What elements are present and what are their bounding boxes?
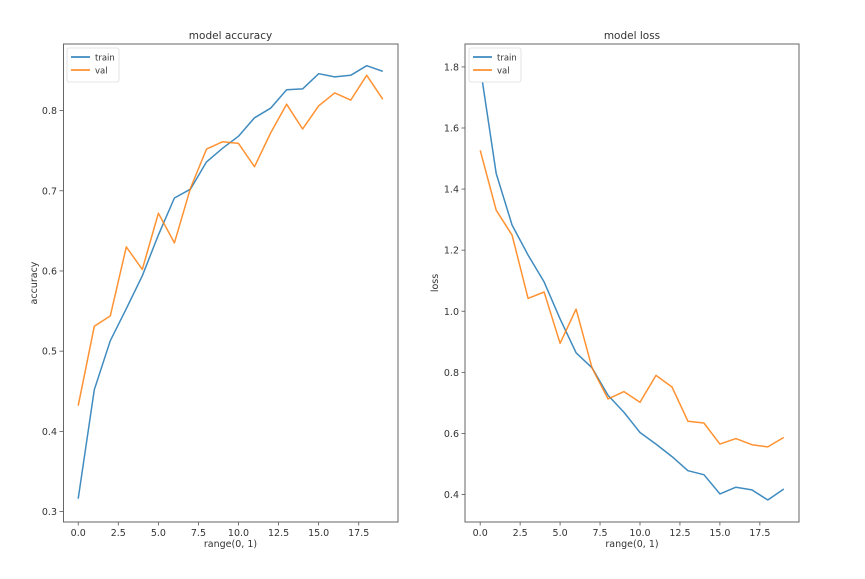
- x-tick-label: 15.0: [308, 528, 329, 539]
- x-tick-label: 15.0: [709, 528, 730, 539]
- x-axis-label: range(0, 1): [204, 539, 257, 550]
- x-axis: 0.0 2.5 5.0 7.5 10.0 12.5 15.0 17.5: [71, 522, 369, 539]
- chart-title: model accuracy: [189, 30, 272, 42]
- plot-area: [464, 43, 800, 523]
- x-tick-label: 12.5: [268, 528, 289, 539]
- x-tick-label: 0.0: [71, 528, 86, 539]
- y-tick-label: 0.3: [42, 507, 57, 518]
- x-tick-label: 12.5: [669, 528, 690, 539]
- series-lines: [479, 66, 785, 501]
- legend: train val: [468, 47, 522, 83]
- y-tick-label: 0.7: [42, 186, 57, 197]
- x-tick-label: 17.5: [348, 528, 369, 539]
- y-tick-label: 1.8: [444, 62, 459, 73]
- series-line-val: [77, 74, 384, 406]
- chart-title: model loss: [604, 30, 660, 42]
- y-tick-label: 1.6: [444, 123, 459, 134]
- y-tick-label: 0.6: [444, 429, 459, 440]
- legend-label-val: val: [497, 66, 510, 76]
- x-tick-label: 7.5: [191, 528, 206, 539]
- legend: train val: [66, 47, 120, 83]
- series-lines: [77, 64, 384, 499]
- y-axis: 0.3 0.4 0.5 0.6 0.7 0.8: [42, 106, 63, 518]
- x-tick-label: 10.0: [228, 528, 249, 539]
- y-axis: 0.4 0.6 0.8 1.0 1.2 1.4 1.6 1.8: [444, 62, 465, 501]
- plot-area: [63, 43, 399, 523]
- loss-chart: model loss 0.4 0.6 0.8 1.0 1.2 1.4 1.6 1.8 0.0 2…: [430, 30, 800, 550]
- x-tick-label: 2.5: [513, 528, 528, 539]
- legend-label-val: val: [95, 66, 108, 76]
- legend-label-train: train: [95, 53, 115, 63]
- y-tick-label: 0.6: [42, 266, 57, 277]
- x-tick-label: 5.0: [553, 528, 568, 539]
- y-tick-label: 1.0: [444, 307, 459, 318]
- y-axis-label: loss: [430, 274, 441, 292]
- y-axis-label: accuracy: [29, 261, 40, 304]
- accuracy-chart: model accuracy 0.3 0.4 0.5 0.6 0.7 0.8 0.0 2.5…: [29, 30, 399, 550]
- x-tick-label: 7.5: [592, 528, 607, 539]
- series-line-val: [479, 150, 785, 448]
- y-tick-label: 1.2: [444, 246, 459, 257]
- x-tick-label: 5.0: [151, 528, 166, 539]
- y-tick-label: 0.8: [42, 106, 57, 117]
- y-tick-label: 1.4: [444, 185, 459, 196]
- legend-label-train: train: [497, 53, 517, 63]
- y-tick-label: 0.4: [444, 490, 459, 501]
- x-axis-label: range(0, 1): [605, 539, 658, 550]
- x-tick-label: 2.5: [111, 528, 126, 539]
- y-tick-label: 0.8: [444, 368, 459, 379]
- x-tick-label: 17.5: [749, 528, 770, 539]
- x-tick-label: 10.0: [629, 528, 650, 539]
- y-tick-label: 0.5: [42, 347, 57, 358]
- y-tick-label: 0.4: [42, 427, 57, 438]
- x-tick-label: 0.0: [473, 528, 488, 539]
- x-axis: 0.0 2.5 5.0 7.5 10.0 12.5 15.0 17.5: [473, 522, 770, 539]
- series-line-train: [479, 66, 785, 501]
